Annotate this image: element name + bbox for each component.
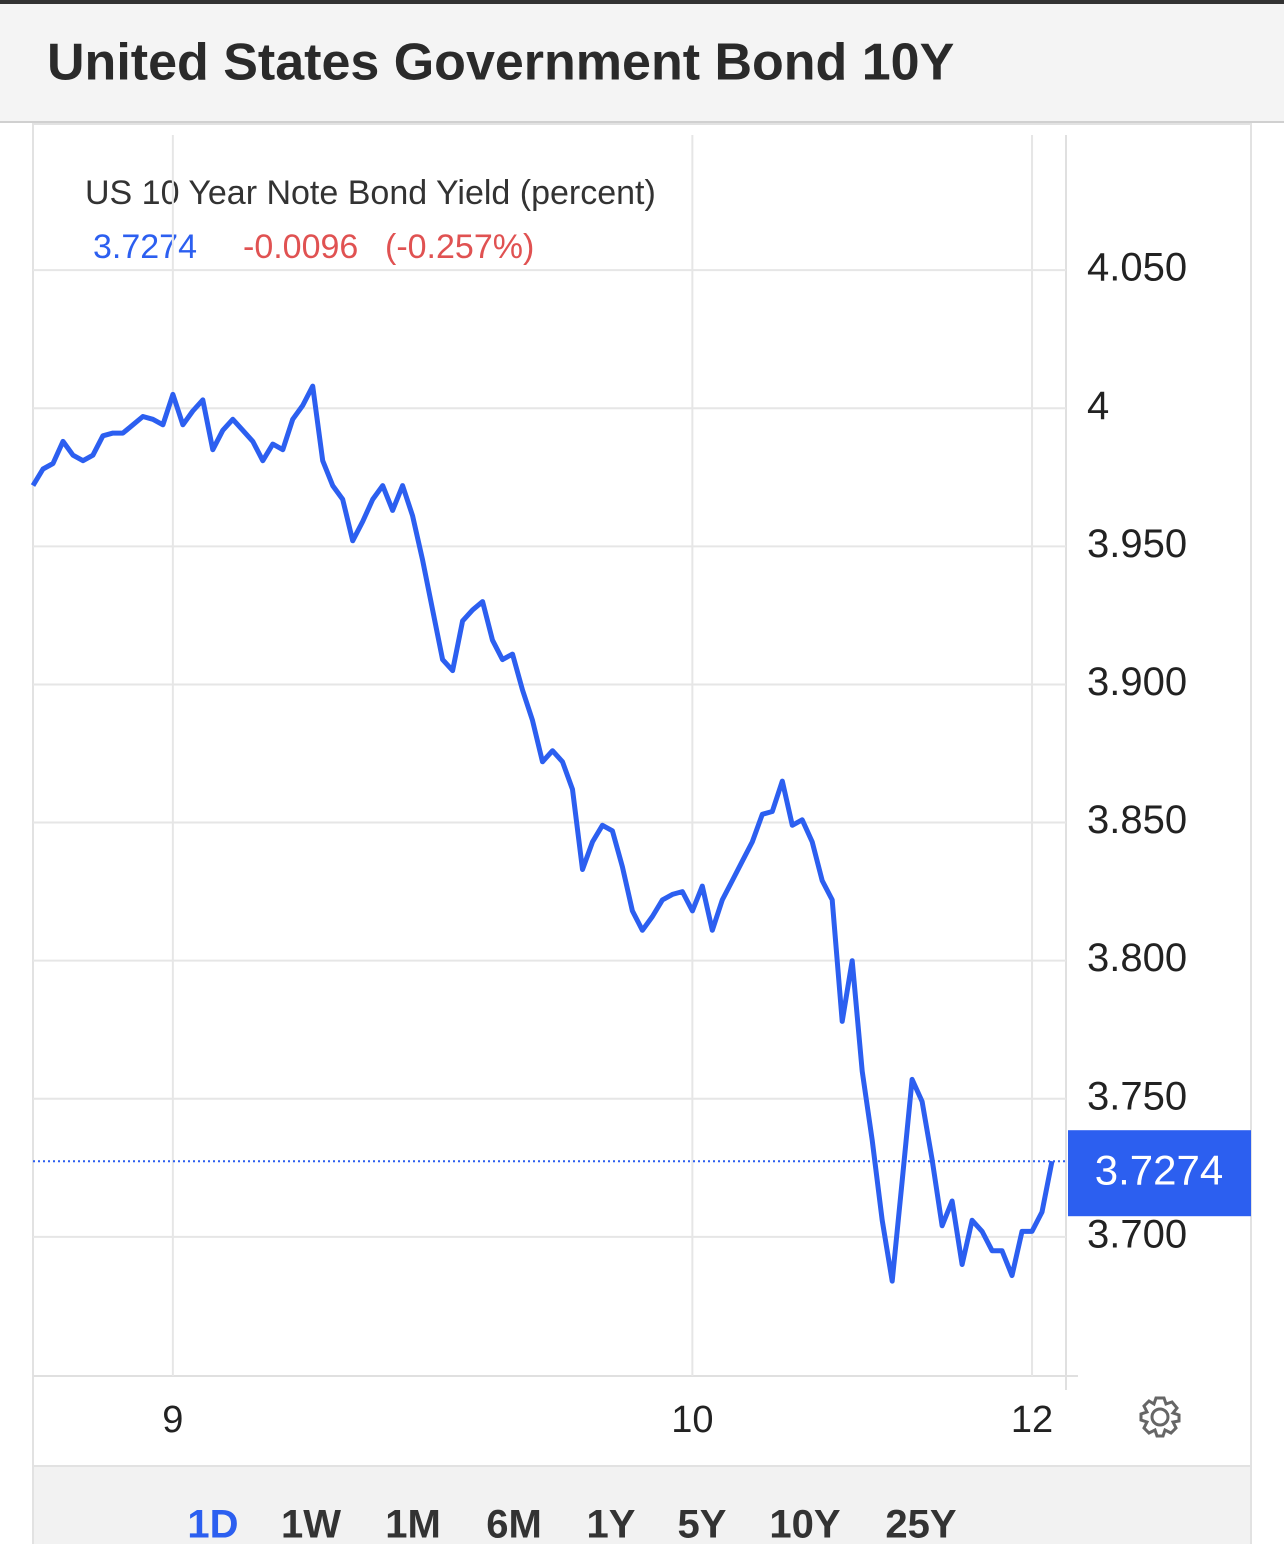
range-button[interactable]: 25Y xyxy=(885,1503,956,1544)
header-bar xyxy=(0,0,1284,122)
y-tick-label: 3.850 xyxy=(1087,798,1187,842)
y-tick-label: 3.750 xyxy=(1087,1074,1187,1118)
range-button[interactable]: 1Y xyxy=(587,1503,636,1544)
range-button[interactable]: 1M xyxy=(385,1503,441,1544)
chart-subtitle: US 10 Year Note Bond Yield (percent) xyxy=(85,174,656,212)
range-button[interactable]: 5Y xyxy=(678,1503,727,1544)
y-tick-label: 3.950 xyxy=(1087,522,1187,566)
range-bar xyxy=(32,1465,1252,1544)
chart-panel xyxy=(32,123,1252,1467)
y-tick-label: 4 xyxy=(1087,384,1109,428)
page-title: United States Government Bond 10Y xyxy=(47,34,954,92)
price-line xyxy=(30,383,1055,1284)
last-value-tag xyxy=(1068,1130,1251,1217)
range-button[interactable]: 1W xyxy=(281,1503,341,1544)
change-percent: (-0.257%) xyxy=(385,228,534,266)
y-tick-label: 3.800 xyxy=(1087,936,1187,980)
x-tick-label: 9 xyxy=(162,1399,183,1441)
change: -0.0096 xyxy=(243,228,358,266)
y-tick-label: 4.050 xyxy=(1087,246,1187,290)
last-value: 3.7274 xyxy=(93,228,197,266)
y-tick-label: 3.700 xyxy=(1087,1212,1187,1256)
x-tick-label: 12 xyxy=(1011,1399,1053,1441)
x-tick-label: 10 xyxy=(671,1399,713,1441)
range-button[interactable]: 10Y xyxy=(769,1503,840,1544)
top-border xyxy=(0,0,1284,4)
range-button[interactable]: 6M xyxy=(486,1503,542,1544)
settings-icon[interactable] xyxy=(1139,1396,1181,1438)
range-button[interactable]: 1D xyxy=(187,1503,238,1544)
y-tick-label: 3.900 xyxy=(1087,660,1187,704)
last-value-tag-label: 3.7274 xyxy=(1095,1146,1223,1193)
